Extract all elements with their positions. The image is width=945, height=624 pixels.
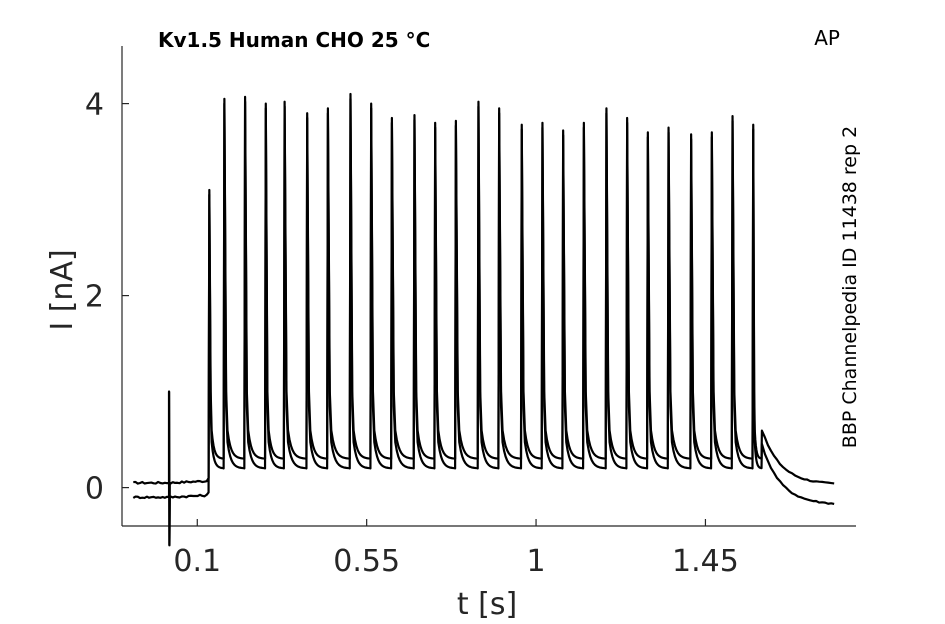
x-tick-label: 0.1 bbox=[173, 544, 221, 579]
x-tick-label: 1 bbox=[527, 544, 546, 579]
y-tick-label: 2 bbox=[85, 280, 104, 315]
current-trace-1 bbox=[133, 92, 835, 547]
corner-label: AP bbox=[814, 26, 840, 50]
axes: 0.1 0.55 1 1.45 0 2 4 bbox=[85, 46, 856, 579]
side-note: BBP Channelpedia ID 11438 rep 2 bbox=[839, 126, 861, 448]
x-tick-label: 0.55 bbox=[333, 544, 400, 579]
y-ticks: 0 2 4 bbox=[85, 88, 129, 507]
x-axis-label: t [s] bbox=[457, 587, 517, 622]
traces bbox=[132, 92, 835, 547]
current-trace-2 bbox=[132, 97, 835, 547]
x-ticks: 0.1 0.55 1 1.45 bbox=[173, 519, 739, 579]
y-axis-label: I [nA] bbox=[45, 249, 80, 330]
y-tick-label: 4 bbox=[85, 88, 104, 123]
x-tick-label: 1.45 bbox=[672, 544, 739, 579]
y-tick-label: 0 bbox=[85, 472, 104, 507]
chart-title: Kv1.5 Human CHO 25 °C bbox=[158, 28, 430, 52]
